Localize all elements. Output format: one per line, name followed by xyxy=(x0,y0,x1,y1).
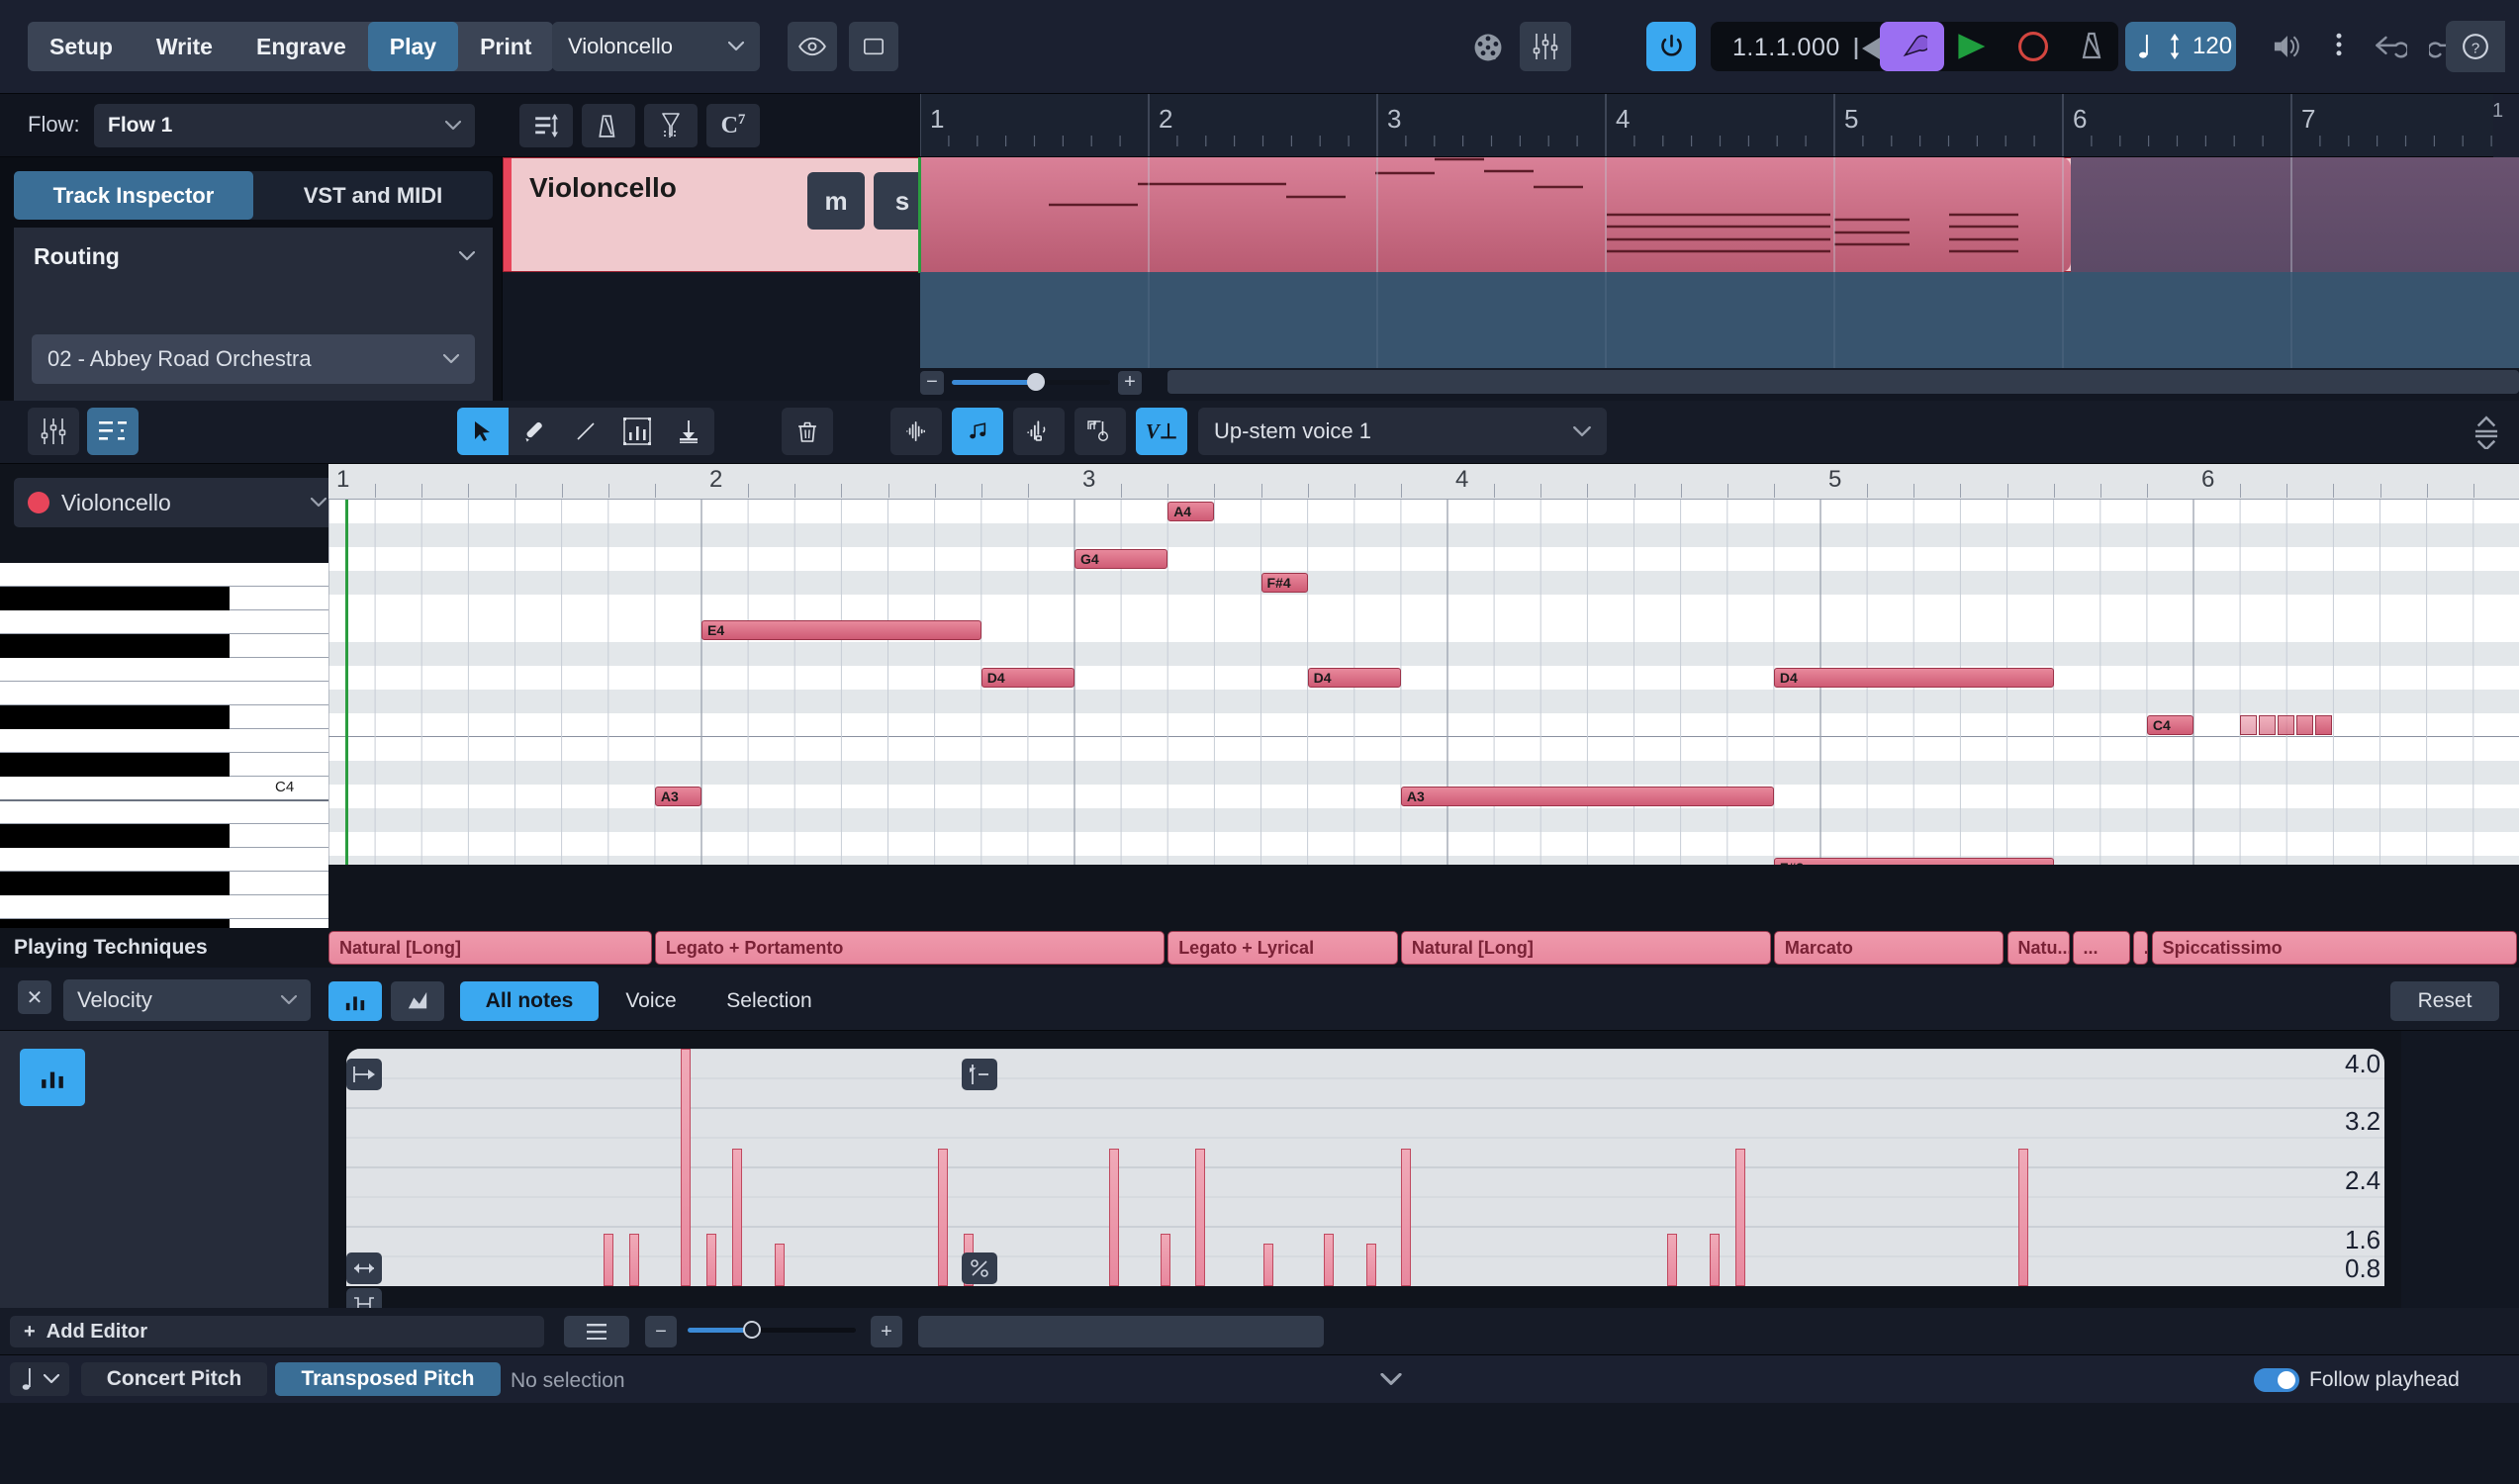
svg-text:2: 2 xyxy=(1159,104,1172,134)
svg-text:3: 3 xyxy=(1387,104,1401,134)
svg-text:7: 7 xyxy=(2301,104,2315,134)
svg-text:1: 1 xyxy=(930,104,944,134)
svg-text:?: ? xyxy=(2472,40,2479,56)
svg-text:4: 4 xyxy=(1616,104,1630,134)
svg-text:5: 5 xyxy=(1844,104,1858,134)
svg-text:6: 6 xyxy=(2073,104,2087,134)
